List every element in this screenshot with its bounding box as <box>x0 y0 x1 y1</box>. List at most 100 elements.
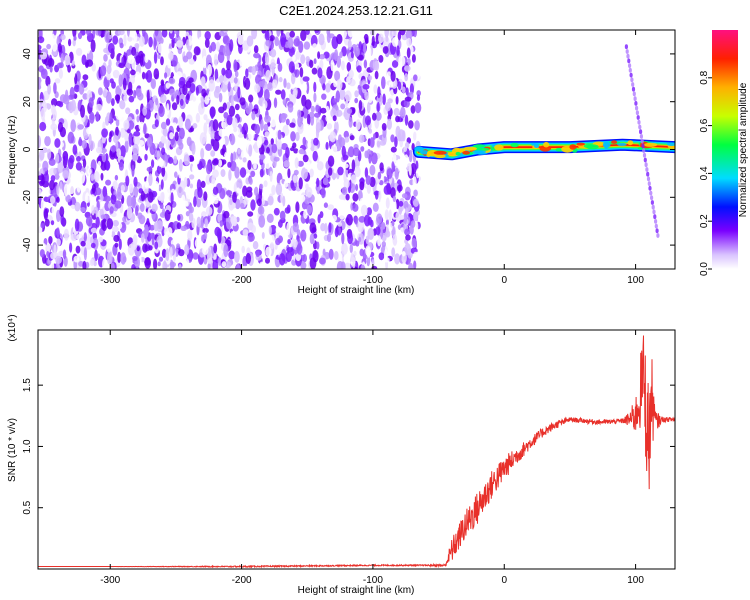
noise-speck <box>266 82 274 92</box>
noise-speck <box>296 243 303 255</box>
noise-speck <box>273 207 280 216</box>
signal-band-blob <box>611 140 618 144</box>
noise-speck <box>246 247 251 256</box>
streak-dot <box>635 110 640 116</box>
signal-band-blob <box>433 150 447 155</box>
streak-dot <box>638 124 642 130</box>
noise-speck <box>125 107 131 115</box>
noise-speck <box>245 252 251 265</box>
noise-speck <box>416 168 420 179</box>
noise-speck <box>386 118 392 130</box>
noise-speck <box>169 30 173 34</box>
noise-speck <box>317 51 321 59</box>
noise-speck <box>223 244 229 258</box>
noise-speck <box>246 35 254 47</box>
noise-speck <box>290 246 295 257</box>
noise-speck <box>199 170 204 179</box>
streak-dot <box>645 167 649 172</box>
noise-speck <box>101 218 108 232</box>
noise-speck <box>348 78 356 87</box>
noise-speck <box>382 46 389 54</box>
noise-speck <box>179 98 184 106</box>
noise-speck <box>263 123 269 132</box>
noise-speck <box>413 74 418 82</box>
noise-speck <box>376 101 380 113</box>
spectrogram-x-tick-label: -100 <box>363 275 383 286</box>
noise-speck <box>91 62 96 72</box>
noise-speck <box>317 214 321 224</box>
noise-speck <box>341 186 348 195</box>
noise-speck <box>73 84 80 93</box>
noise-speck <box>38 76 42 90</box>
noise-pattern <box>38 30 422 269</box>
noise-speck <box>47 84 51 95</box>
noise-speck <box>232 117 238 129</box>
noise-speck <box>186 93 190 100</box>
noise-speck <box>128 183 134 194</box>
streak-dot <box>627 58 631 64</box>
noise-speck <box>153 51 158 64</box>
noise-speck <box>364 91 369 101</box>
streak-dot <box>636 115 640 120</box>
noise-speck <box>364 214 371 227</box>
noise-speck <box>297 109 302 119</box>
noise-speck <box>340 60 345 71</box>
noise-speck <box>352 203 359 212</box>
noise-speck <box>290 180 294 189</box>
noise-speck <box>404 228 411 236</box>
noise-speck <box>214 226 221 237</box>
noise-speck <box>362 84 370 90</box>
noise-speck <box>307 113 311 126</box>
noise-speck <box>293 68 300 78</box>
snr-y-tick-label: 1.0 <box>22 439 33 453</box>
noise-speck <box>270 117 277 128</box>
noise-speck <box>373 133 376 140</box>
noise-speck <box>363 42 367 54</box>
noise-speck <box>351 159 356 172</box>
noise-speck <box>226 114 233 126</box>
noise-speck <box>271 66 275 76</box>
noise-speck <box>168 156 174 164</box>
noise-speck <box>312 150 318 162</box>
noise-speck <box>44 218 50 227</box>
noise-speck <box>126 195 133 208</box>
noise-speck <box>411 238 417 248</box>
noise-speck <box>291 72 296 85</box>
noise-speck <box>253 45 259 54</box>
noise-speck <box>215 41 221 51</box>
noise-speck <box>205 174 211 185</box>
noise-speck <box>139 35 145 47</box>
noise-speck <box>343 130 349 139</box>
noise-speck <box>74 218 80 232</box>
noise-speck <box>104 195 111 202</box>
noise-speck <box>135 71 141 83</box>
noise-speck <box>416 94 421 101</box>
noise-speck <box>305 56 310 62</box>
noise-speck <box>161 30 168 38</box>
noise-speck <box>233 59 238 73</box>
noise-speck <box>392 153 397 163</box>
noise-speck <box>72 144 78 155</box>
noise-speck <box>203 114 208 121</box>
noise-speck <box>147 191 154 203</box>
noise-speck <box>232 151 237 161</box>
noise-speck <box>55 153 60 164</box>
spectrogram-x-tick-label: 100 <box>627 275 644 286</box>
signal-band-blob <box>455 151 461 156</box>
noise-speck <box>187 229 193 241</box>
streak-dot <box>642 148 646 154</box>
noise-speck <box>374 254 379 267</box>
noise-speck <box>339 88 346 100</box>
noise-speck <box>331 172 337 180</box>
noise-speck <box>58 68 64 79</box>
noise-speck <box>274 36 280 47</box>
noise-speck <box>93 206 99 214</box>
noise-speck <box>315 104 320 113</box>
noise-speck <box>288 46 295 57</box>
noise-speck <box>75 245 81 254</box>
noise-speck <box>42 160 49 172</box>
noise-speck <box>109 78 114 84</box>
noise-speck <box>242 185 248 197</box>
noise-speck <box>368 153 372 164</box>
noise-speck <box>412 198 419 207</box>
